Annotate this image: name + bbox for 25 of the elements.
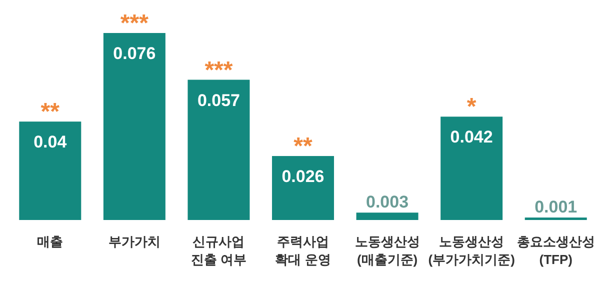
bar <box>272 156 334 220</box>
x-tick-label: 총요소생산성 (TFP) <box>516 234 595 267</box>
annotation: ** <box>294 133 313 160</box>
bar <box>19 122 82 220</box>
data-label: 0.042 <box>450 128 493 147</box>
annotation: * <box>466 94 477 121</box>
data-label: 0.026 <box>282 167 324 186</box>
bar <box>103 33 166 220</box>
annotation: ** <box>40 98 60 126</box>
data-label: 0.003 <box>366 192 409 212</box>
bar <box>188 80 250 220</box>
bar <box>356 212 418 220</box>
annotation: *** <box>204 56 234 84</box>
x-tick-label: 노동생산성 (부가가치기준) <box>428 234 515 267</box>
x-tick-label: 노동생산성 (매출기준) <box>354 234 420 267</box>
x-tick-label: 신규사업 진출 여부 <box>190 234 247 267</box>
data-label: 0.076 <box>113 44 156 63</box>
bar <box>440 116 503 220</box>
x-tick-label: 부가가치 <box>108 234 160 249</box>
data-label: 0.057 <box>197 90 240 110</box>
x-tick-label: 매출 <box>37 234 64 249</box>
data-label: 0.001 <box>534 198 578 217</box>
data-label: 0.04 <box>34 132 68 152</box>
x-tick-label: 주력사업 확대 운영 <box>275 234 331 267</box>
annotation: *** <box>120 10 150 37</box>
